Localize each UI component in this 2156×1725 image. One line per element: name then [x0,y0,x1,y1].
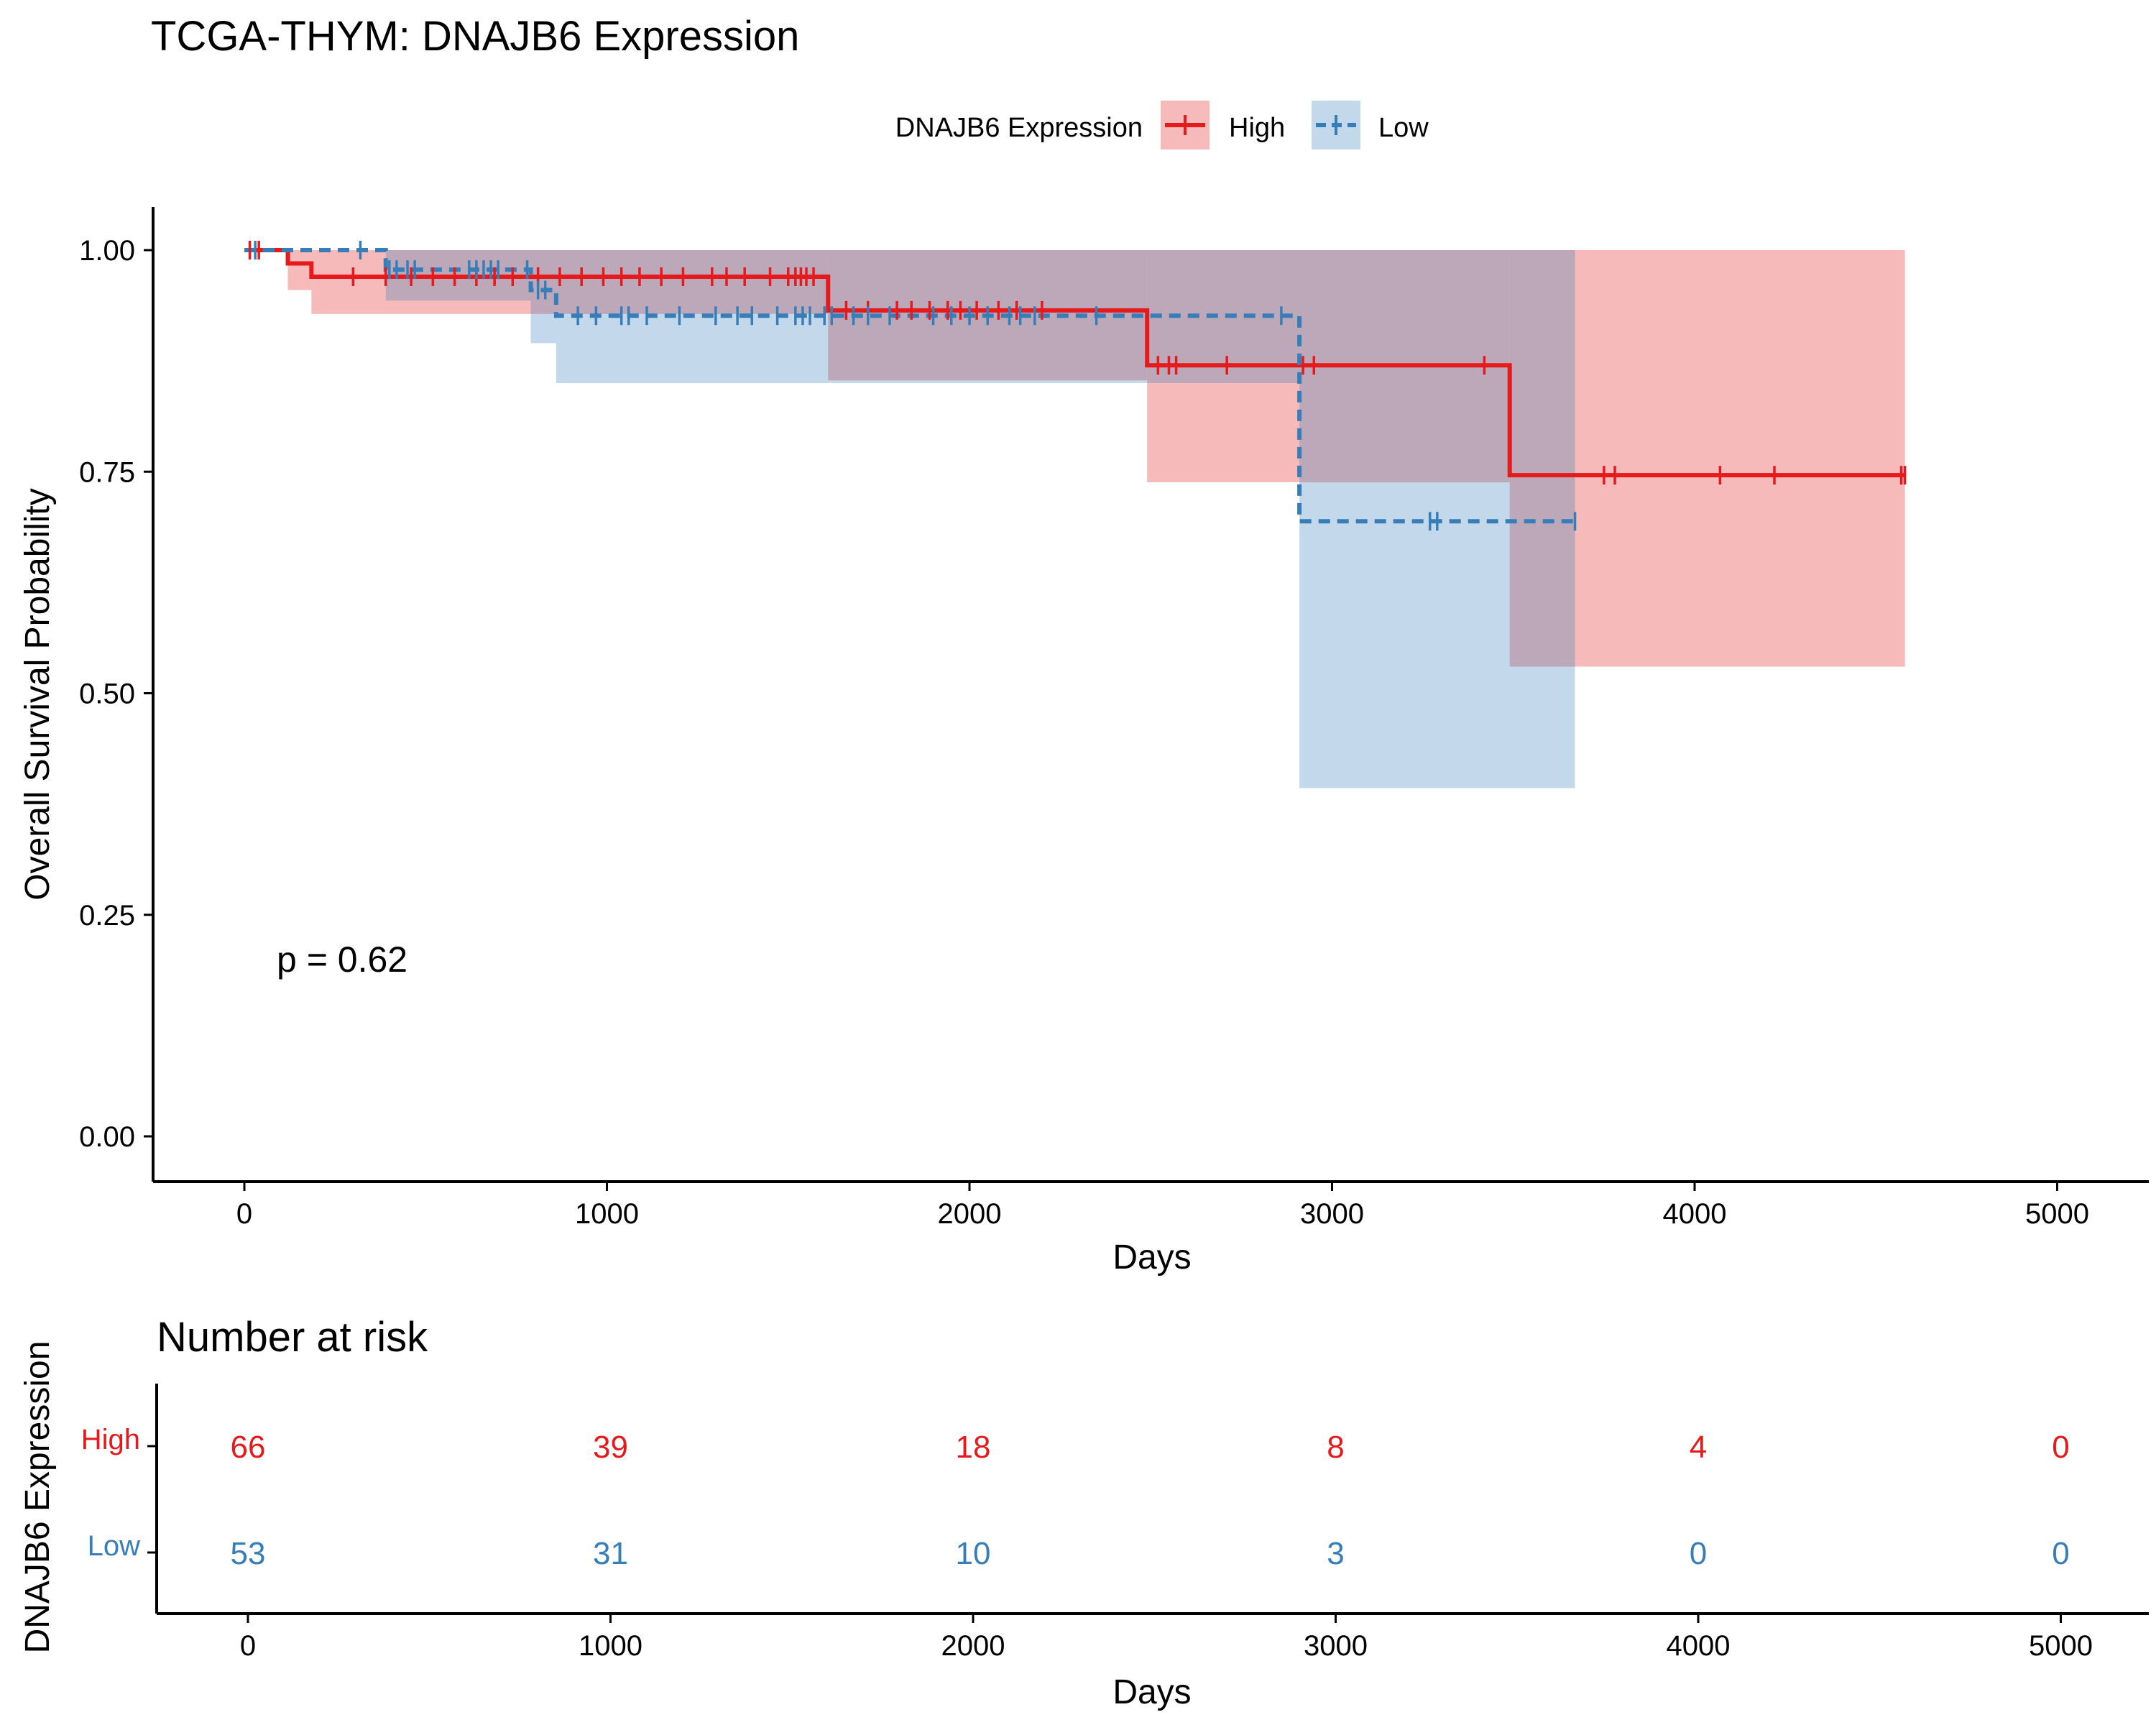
risk-count-high: 66 [231,1430,266,1465]
x-tick-label: 4000 [1663,1198,1727,1230]
y-tick-label: 0.50 [79,678,135,710]
risk-count-high: 4 [1690,1430,1707,1465]
risk-row-label-high: High [81,1424,140,1455]
risk-count-high: 8 [1327,1430,1344,1465]
risk-x-tick-label: 2000 [941,1630,1005,1662]
x-tick-label: 5000 [2025,1198,2089,1230]
risk-count-low: 3 [1327,1536,1344,1571]
risk-count-low: 0 [1690,1536,1707,1571]
x-tick-label: 3000 [1300,1198,1364,1230]
legend-label-low: Low [1378,113,1429,143]
risk-rows: High 66 39 18 8 4 0 Low 53 31 10 3 0 0 [81,1424,2070,1571]
ci-band-high [287,250,312,290]
risk-row-label-low: Low [88,1530,140,1562]
x-tick-label: 0 [236,1198,252,1230]
ci-band-high [1509,250,1905,667]
y-tick-label: 0.75 [79,456,135,488]
x-tick-label: 1000 [575,1198,639,1230]
main-y-ticks: 0.00 0.25 0.50 0.75 1.00 [79,235,153,1153]
risk-count-high: 39 [593,1430,628,1465]
risk-x-axis-title: Days [1112,1673,1191,1711]
confidence-bands [287,250,1905,788]
risk-count-low: 0 [2052,1536,2069,1571]
main-y-axis-title: Overall Survival Probability [19,488,57,901]
main-x-axis-title: Days [1112,1238,1191,1276]
legend-title: DNAJB6 Expression [895,113,1143,143]
chart-title: TCGA-THYM: DNAJB6 Expression [151,13,799,60]
main-x-ticks: 0 1000 2000 3000 4000 5000 [236,1182,2089,1230]
risk-count-low: 53 [231,1536,266,1571]
risk-count-low: 10 [956,1536,991,1571]
legend: DNAJB6 Expression High Low [895,101,1429,150]
risk-x-tick-label: 5000 [2029,1630,2093,1662]
risk-y-axis-title: DNAJB6 Expression [19,1341,57,1654]
risk-x-tick-label: 1000 [579,1630,642,1662]
x-tick-label: 2000 [938,1198,1002,1230]
y-tick-label: 0.25 [79,900,135,932]
y-tick-label: 0.00 [79,1121,135,1153]
legend-label-high: High [1229,113,1285,143]
ci-band-low [530,250,556,344]
risk-count-low: 31 [593,1536,628,1571]
p-value-annotation: p = 0.62 [277,939,407,980]
risk-x-tick-label: 0 [240,1630,256,1662]
risk-x-ticks: 0 1000 2000 3000 4000 5000 [240,1614,2093,1662]
survival-curves [244,248,1905,524]
risk-count-high: 0 [2052,1430,2069,1465]
risk-x-tick-label: 3000 [1304,1630,1368,1662]
risk-table-title: Number at risk [157,1314,428,1361]
risk-x-tick-label: 4000 [1667,1630,1731,1662]
survival-curve-high [244,248,1905,478]
censor-marks [248,241,1907,531]
risk-count-high: 18 [956,1430,991,1465]
survival-curve-low [244,248,1575,524]
y-tick-label: 1.00 [79,235,135,267]
